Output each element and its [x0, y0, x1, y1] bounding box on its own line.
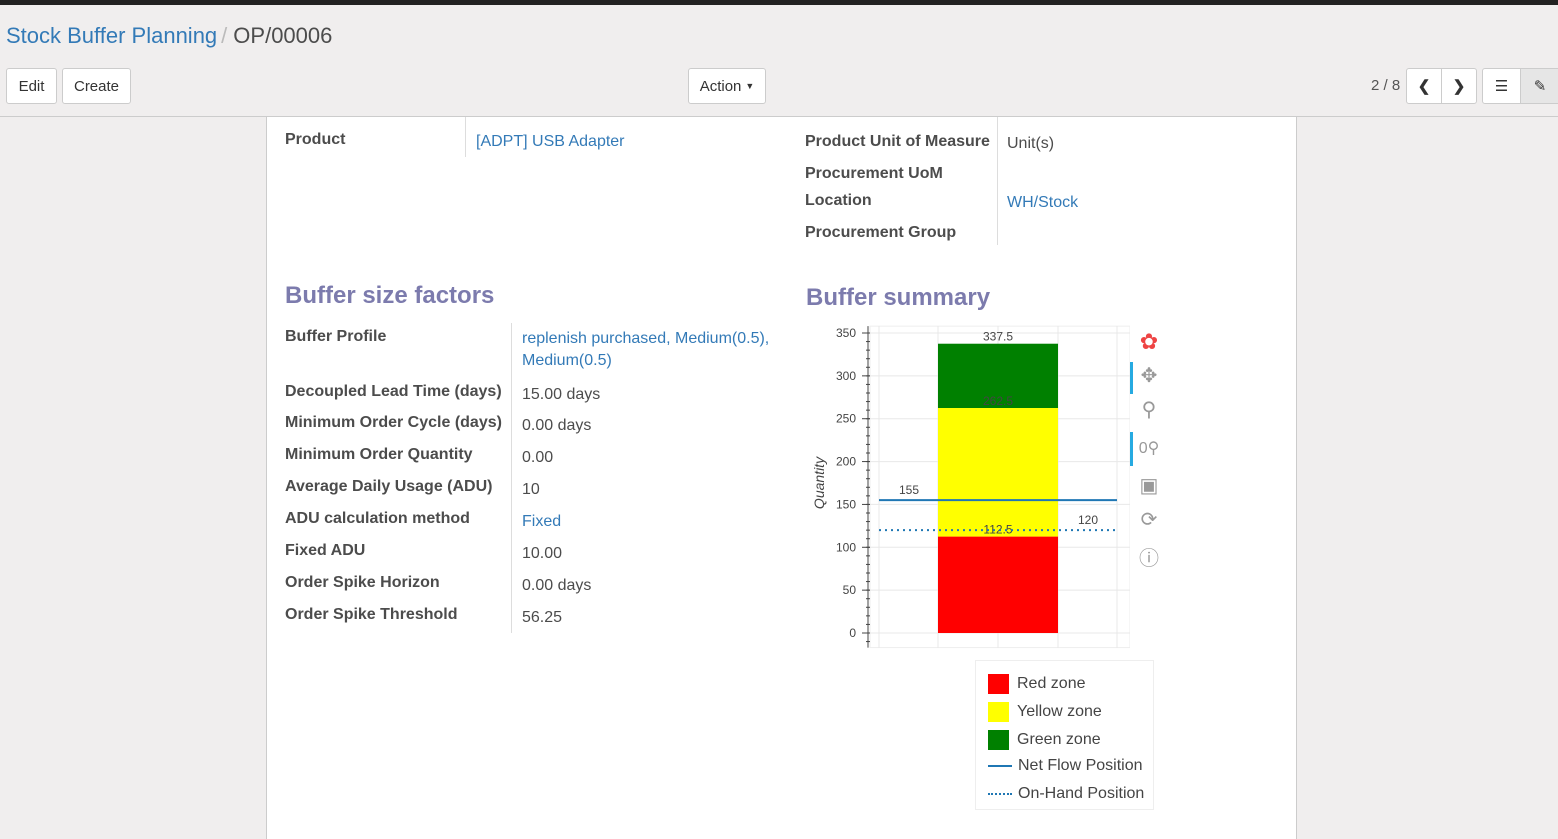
- factor-unit: days: [557, 577, 592, 594]
- legend-item: On-Hand Position: [988, 785, 1144, 803]
- green-swatch: [988, 730, 1009, 750]
- action-dropdown[interactable]: Action ▼: [688, 68, 766, 104]
- bar-red-zone: [938, 536, 1058, 633]
- list-view-button[interactable]: ☰: [1482, 68, 1521, 104]
- bar-yellow-zone: [938, 408, 1058, 537]
- product-value[interactable]: [ADPT] USB Adapter: [476, 133, 625, 150]
- factor-label: Decoupled Lead Time (days): [285, 383, 502, 400]
- breadcrumb: Stock Buffer Planning / OP/00006: [6, 23, 333, 48]
- pan-tool-icon[interactable]: ✥: [1140, 365, 1158, 387]
- y-tick-label: 100: [836, 540, 856, 554]
- proc-group-label: Procurement Group: [805, 224, 957, 241]
- y-tick-label: 250: [836, 412, 856, 426]
- y-tick-label: 150: [836, 497, 856, 511]
- chevron-left-icon: ❮: [1417, 78, 1431, 95]
- pager-next-button[interactable]: ❯: [1441, 68, 1477, 104]
- legend-label: Red zone: [1017, 675, 1086, 692]
- y-tick-label: 50: [843, 583, 857, 597]
- line-label: 155: [899, 483, 919, 497]
- form-view-button[interactable]: ✎: [1520, 68, 1558, 104]
- factor-value: 56.25: [522, 609, 563, 626]
- red-swatch: [988, 674, 1009, 694]
- legend-label: Yellow zone: [1017, 703, 1102, 720]
- factor-unit: days: [557, 417, 592, 434]
- buffer-chart: 0 50 100 150 200 250 300 350 Quantity 112.5 262.5 3…: [811, 325, 1130, 649]
- legend-item: Yellow zone: [988, 702, 1102, 722]
- location-value[interactable]: WH/Stock: [1007, 194, 1079, 211]
- factor-value: 10.00: [522, 545, 563, 562]
- reset-tool-icon[interactable]: ⟳: [1140, 509, 1158, 531]
- factor-label: Fixed ADU: [285, 542, 366, 559]
- factor-value: 10: [522, 481, 540, 498]
- y-tick-label: 300: [836, 369, 856, 383]
- divider: [465, 117, 466, 157]
- legend-label: Green zone: [1017, 731, 1101, 748]
- save-tool-icon[interactable]: ▣: [1139, 475, 1159, 497]
- active-tool-indicator: [1130, 432, 1133, 466]
- edit-form-icon: ✎: [1533, 78, 1547, 95]
- factor-label: ADU calculation method: [285, 510, 470, 527]
- bar-green-zone: [938, 343, 1058, 408]
- legend-item: Net Flow Position: [988, 757, 1143, 775]
- factor-label: Minimum Order Cycle (days): [285, 414, 502, 431]
- caret-down-icon: ▼: [745, 81, 755, 91]
- buffer-summary-title: Buffer summary: [806, 284, 991, 311]
- product-label: Product: [285, 131, 346, 148]
- list-icon: ☰: [1494, 78, 1509, 95]
- create-button[interactable]: Create: [62, 68, 131, 104]
- legend-item: Green zone: [988, 730, 1101, 750]
- uom-value: Unit(s): [1007, 135, 1055, 152]
- breadcrumb-current: OP/00006: [233, 23, 333, 48]
- factor-label: Order Spike Horizon: [285, 574, 440, 591]
- pager-previous-button[interactable]: ❮: [1406, 68, 1442, 104]
- factor-label: Average Daily Usage (ADU): [285, 478, 493, 495]
- action-label: Action: [699, 77, 742, 95]
- box-zoom-tool-icon[interactable]: ⚲: [1141, 399, 1157, 421]
- bar-label: 337.5: [983, 330, 1013, 344]
- active-tool-indicator: [1130, 362, 1133, 394]
- factor-unit: days: [566, 386, 601, 403]
- bar-label: 262.5: [983, 394, 1013, 408]
- uom-label: Product Unit of Measure: [805, 133, 990, 150]
- help-tool-icon[interactable]: ⓘ: [1139, 548, 1159, 570]
- line-label: 120: [1078, 513, 1098, 527]
- control-panel: Stock Buffer Planning / OP/00006: [0, 5, 1558, 117]
- bar-label: 112.5: [983, 523, 1012, 537]
- y-tick-label: 200: [836, 455, 856, 469]
- factor-value[interactable]: Fixed: [522, 513, 562, 530]
- legend-item: Red zone: [988, 674, 1086, 694]
- solid-line-swatch: [988, 765, 1012, 767]
- breadcrumb-parent[interactable]: Stock Buffer Planning: [6, 23, 218, 48]
- bokeh-logo-icon[interactable]: ✿: [1139, 329, 1159, 354]
- factor-value: 0.00 days: [522, 417, 592, 434]
- factor-value: 0.00: [522, 449, 554, 466]
- top-bar: [0, 0, 1558, 5]
- location-label: Location: [805, 192, 872, 209]
- yellow-swatch: [988, 702, 1009, 722]
- pager-value: 2 / 8: [1371, 77, 1401, 94]
- factor-value: 15.00 days: [522, 386, 601, 403]
- buffer-factors-title: Buffer size factors: [285, 282, 495, 309]
- legend-label: Net Flow Position: [1018, 757, 1143, 774]
- chevron-right-icon: ❯: [1452, 78, 1466, 95]
- proc-uom-label: Procurement UoM: [805, 165, 943, 182]
- divider: [997, 117, 998, 245]
- edit-button[interactable]: Edit: [6, 68, 57, 104]
- factor-label: Order Spike Threshold: [285, 606, 458, 623]
- y-tick-label: 350: [836, 326, 856, 340]
- wheel-zoom-tool-icon[interactable]: 0⚲: [1138, 440, 1160, 457]
- factor-label: Minimum Order Quantity: [285, 446, 473, 463]
- y-tick-label: 0: [849, 626, 856, 640]
- factor-value[interactable]: replenish purchased, Medium(0.5), Medium…: [522, 330, 770, 369]
- divider: [511, 323, 512, 633]
- factor-value: 0.00 days: [522, 577, 592, 594]
- legend-label: On-Hand Position: [1018, 785, 1145, 802]
- factor-label: Buffer Profile: [285, 328, 387, 345]
- chart-legend: Red zone Yellow zone Green zone Net Flow…: [975, 660, 1154, 810]
- y-axis-label: Quantity: [811, 456, 827, 509]
- dotted-line-swatch: [988, 793, 1012, 795]
